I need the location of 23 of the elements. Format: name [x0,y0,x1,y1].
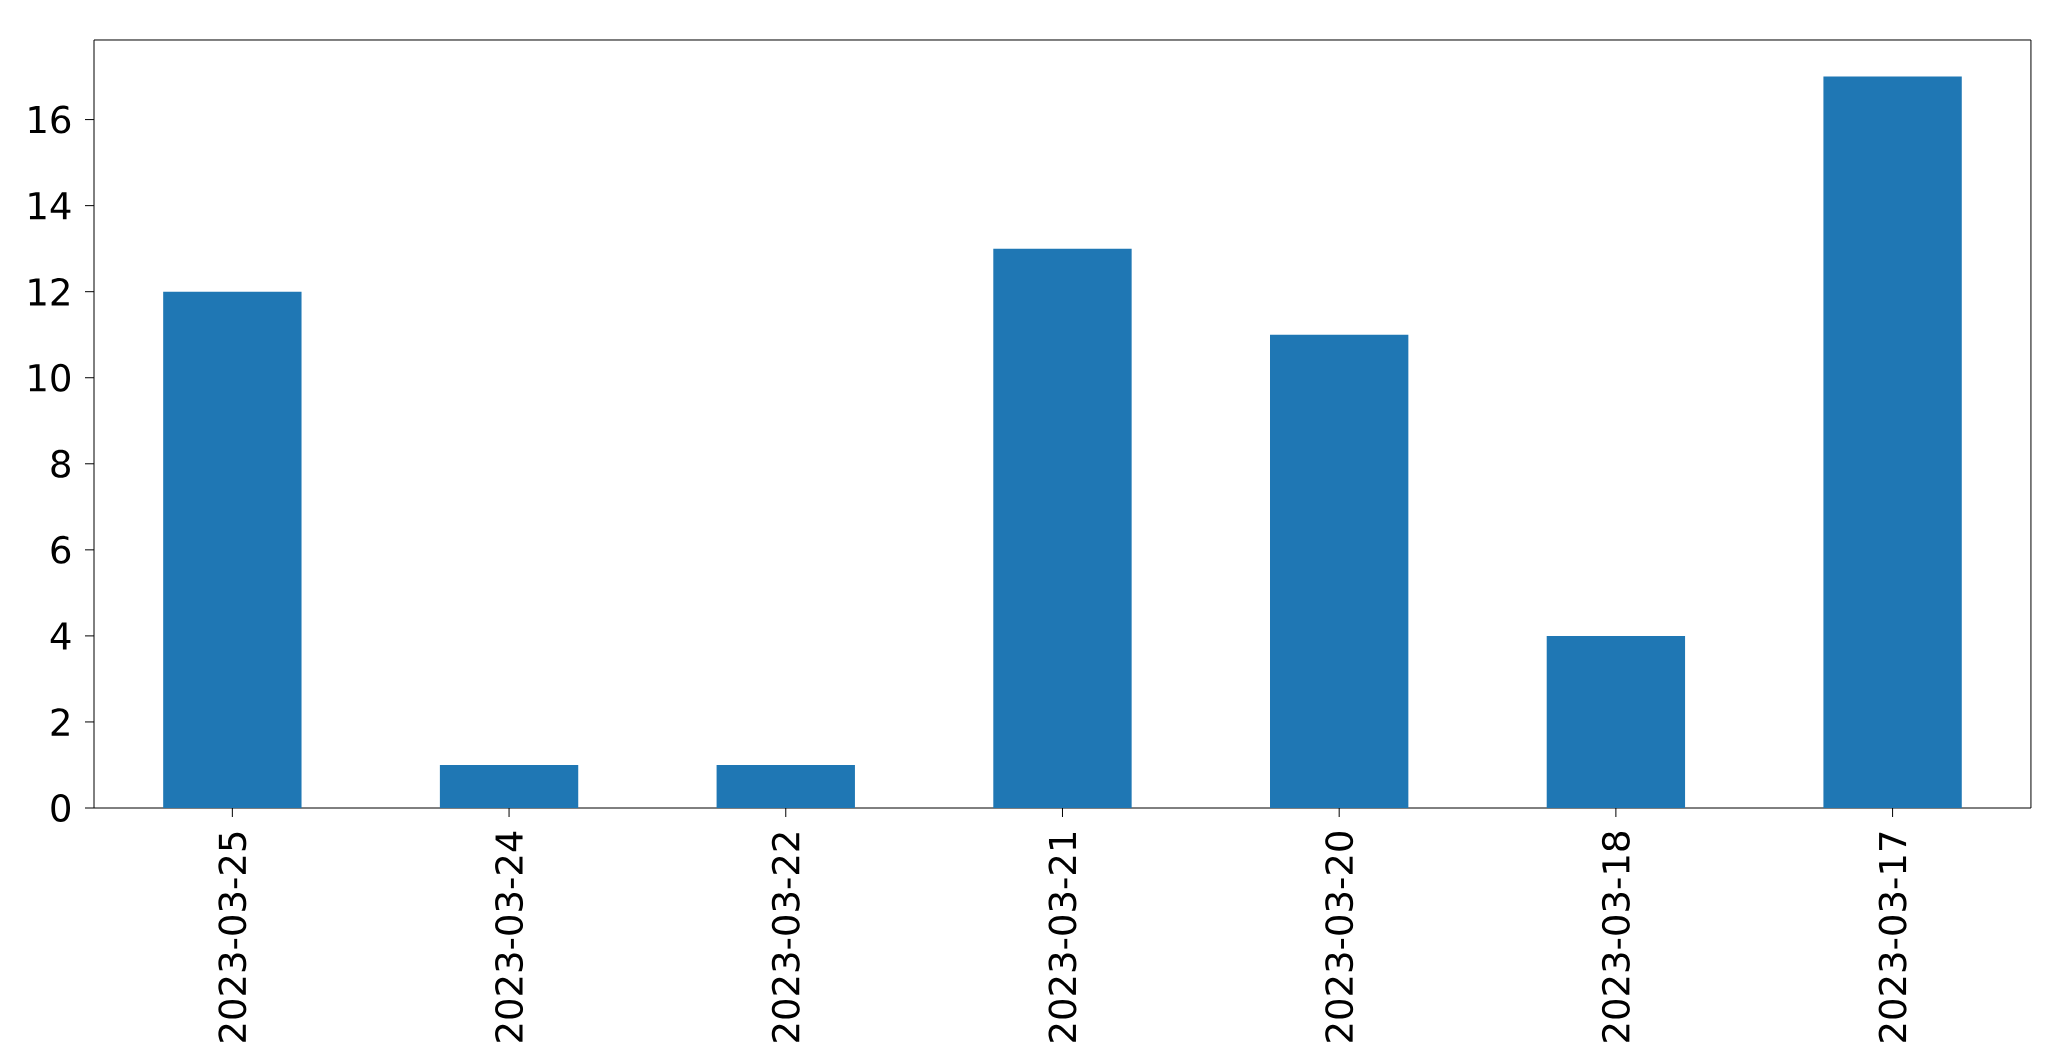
bar [439,764,579,808]
x-tick-label: 2023-03-25 [218,832,247,1042]
y-tick-label: 8 [51,449,70,478]
y-tick-label: 4 [50,622,71,650]
x-tick-label: 2023-03-20 [1325,832,1354,1042]
y-tick-label: 16 [29,105,71,134]
x-tick-label: 2023-03-21 [1048,833,1077,1042]
bar [163,291,302,808]
bar [716,764,855,808]
bar [993,248,1132,808]
x-tick-label: 2023-03-18 [1601,832,1630,1042]
y-tick-label: 0 [51,794,71,822]
x-tick-label: 2023-03-22 [771,833,800,1042]
bar [1546,635,1686,808]
y-tick-label: 6 [51,535,71,564]
y-tick-label: 2 [51,708,69,736]
bar [1270,334,1409,808]
y-tick-label: 10 [29,363,70,392]
bar [1823,76,1962,808]
y-tick-label: 12 [29,277,69,306]
x-tick-label: 2023-03-24 [495,831,524,1042]
x-tick-label: 2023-03-17 [1878,832,1907,1042]
y-tick-label: 14 [29,192,71,220]
